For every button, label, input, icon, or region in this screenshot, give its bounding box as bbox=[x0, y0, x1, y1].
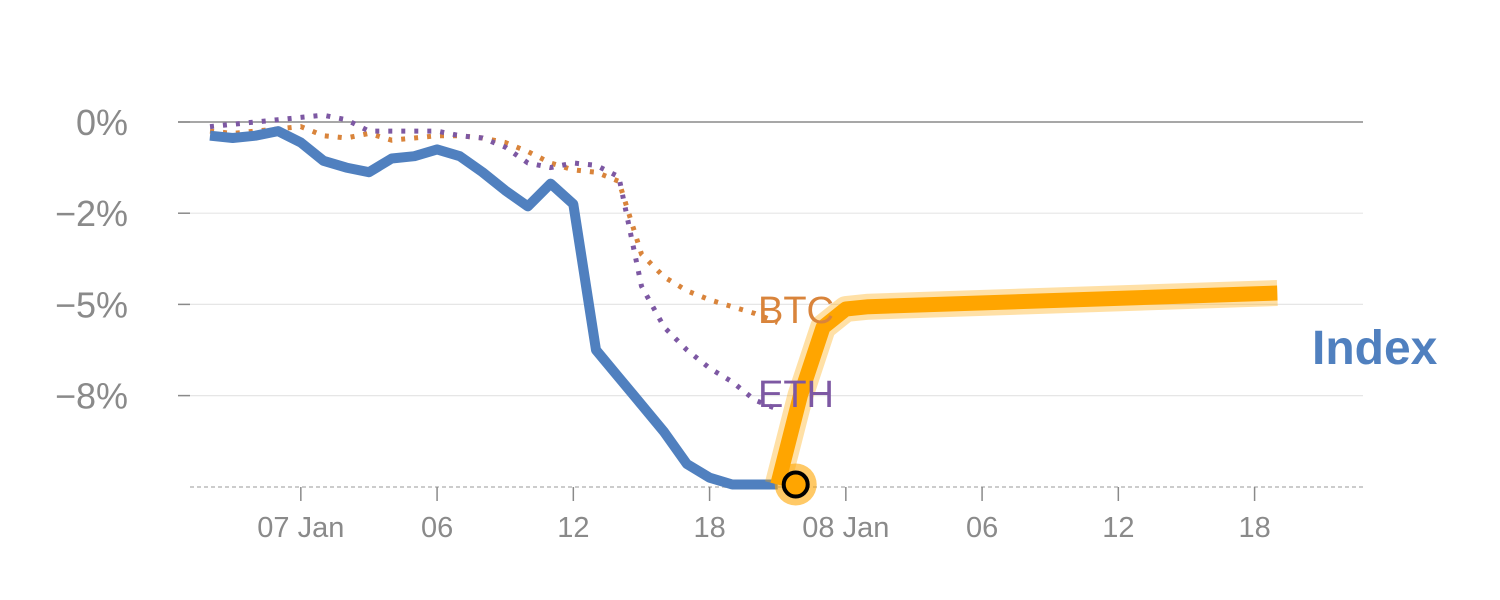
x-tick-label: 18 bbox=[1238, 512, 1270, 544]
series-line-eth bbox=[209, 112, 779, 412]
x-tick-label: 06 bbox=[966, 512, 998, 544]
series-highlight-glow bbox=[765, 280, 1278, 488]
series-labels: BTC ETH Index bbox=[758, 290, 1438, 416]
series-line-index-highlight bbox=[770, 285, 1278, 487]
x-tick-label: 07 Jan bbox=[257, 512, 344, 544]
x-tick-label: 12 bbox=[1102, 512, 1134, 544]
x-tick-label: 12 bbox=[557, 512, 589, 544]
y-tick-label: −5% bbox=[55, 284, 128, 325]
grid-lines bbox=[178, 121, 1363, 397]
x-tick-label: 08 Jan bbox=[802, 512, 889, 544]
x-tick-label: 06 bbox=[421, 512, 453, 544]
series-lines bbox=[209, 112, 1278, 506]
series-label-eth: ETH bbox=[758, 374, 834, 416]
series-line-index bbox=[209, 126, 778, 490]
series-label-index: Index bbox=[1312, 322, 1438, 375]
x-tick-label: 18 bbox=[693, 512, 725, 544]
y-tick-label: −8% bbox=[55, 376, 128, 417]
current-point-marker bbox=[781, 470, 810, 499]
y-axis: 0% −2% −5% −8% bbox=[55, 102, 190, 417]
series-label-btc: BTC bbox=[758, 290, 834, 332]
y-tick-label: −2% bbox=[55, 193, 128, 234]
series-line-btc bbox=[209, 124, 779, 325]
y-tick-label: 0% bbox=[76, 102, 128, 143]
x-axis: 07 Jan 06 12 18 08 Jan 06 12 18 bbox=[190, 486, 1363, 544]
